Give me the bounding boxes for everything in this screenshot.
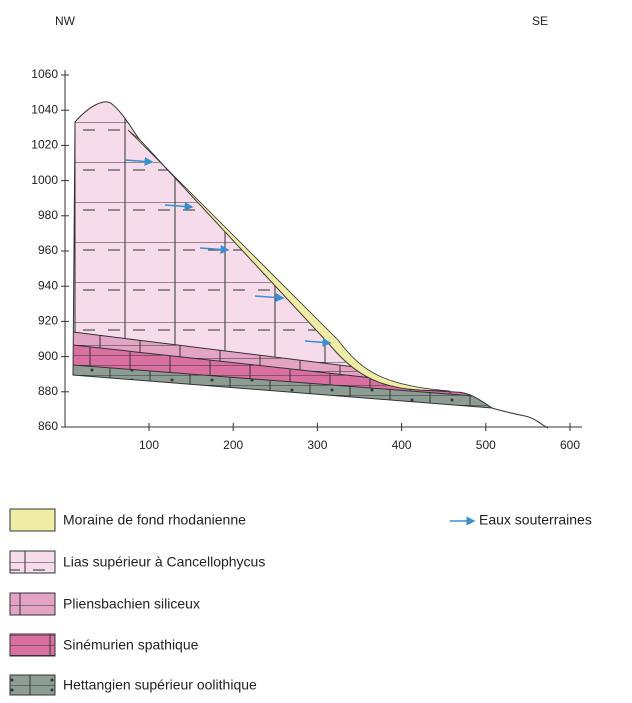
legend-label: Pliensbachien siliceux — [63, 596, 200, 612]
x-tick-label: 300 — [307, 438, 327, 452]
legend-label: Eaux souterraines — [479, 512, 592, 528]
legend-label: Sinémurien spathique — [63, 637, 199, 653]
y-tick-label: 940 — [38, 278, 58, 292]
x-tick-label: 200 — [223, 438, 243, 452]
groundwater-arrows — [124, 156, 332, 347]
y-tick-label: 960 — [38, 243, 58, 257]
x-tick-label: 100 — [139, 438, 159, 452]
y-tick-label: 900 — [38, 349, 58, 363]
y-tick-label: 1000 — [31, 173, 58, 187]
nw-label: NW — [55, 14, 76, 28]
y-tick-label: 980 — [38, 208, 58, 222]
legend-swatch — [9, 550, 56, 574]
y-tick-label: 920 — [38, 314, 58, 328]
legend-swatch — [9, 674, 56, 696]
legend-swatch — [9, 508, 56, 532]
legend-swatch — [9, 633, 56, 657]
y-tick-label: 1040 — [31, 102, 58, 116]
legend-swatch — [9, 592, 56, 616]
x-tick-label: 500 — [476, 438, 496, 452]
legend-label: Moraine de fond rhodanienne — [63, 512, 246, 528]
y-tick-label: 860 — [38, 419, 58, 433]
y-tick-label: 1060 — [31, 67, 58, 81]
layers — [73, 101, 492, 409]
se-label: SE — [532, 14, 548, 28]
surface-line — [491, 407, 549, 429]
y-tick-label: 1020 — [31, 138, 58, 152]
moraine — [127, 129, 451, 392]
legend-label: Hettangien supérieur oolithique — [63, 677, 257, 693]
x-tick-label: 600 — [560, 438, 580, 452]
y-tick-label: 880 — [38, 384, 58, 398]
x-tick-label: 400 — [392, 438, 412, 452]
legend-label: Lias supérieur à Cancellophycus — [63, 554, 265, 570]
